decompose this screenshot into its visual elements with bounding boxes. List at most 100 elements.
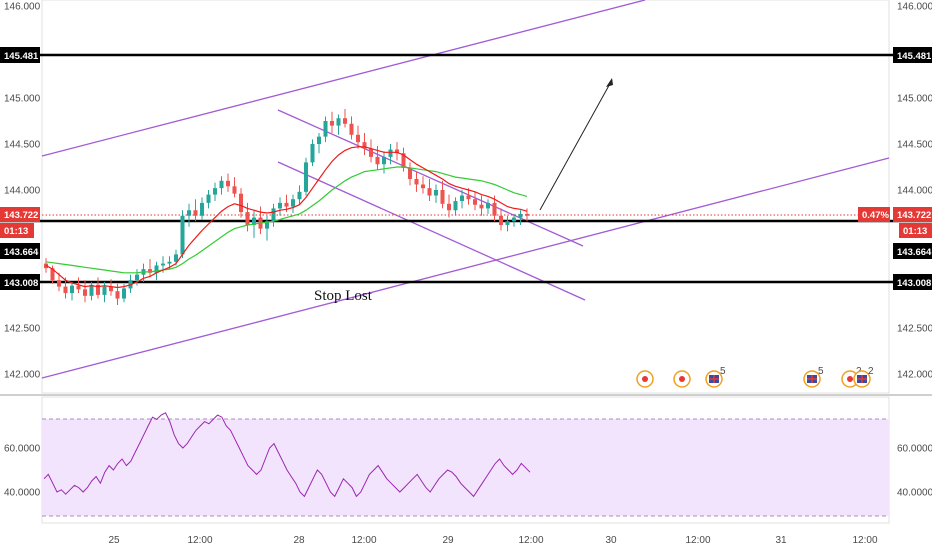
- candle: [485, 199, 491, 214]
- right-tag-last-price: 143.722: [893, 207, 932, 222]
- channel-lower-line[interactable]: [41, 157, 890, 379]
- candle: [388, 144, 393, 165]
- event-icons-row[interactable]: 5522: [636, 366, 874, 388]
- ema-green-line: [45, 166, 528, 274]
- candle-body: [121, 288, 127, 299]
- candle-body: [115, 291, 120, 299]
- calendar-event-icon[interactable]: [636, 370, 654, 388]
- candle: [108, 279, 114, 296]
- svg-text:143.722: 143.722: [897, 210, 931, 221]
- right-tag-support-mid: 143.664: [893, 243, 932, 259]
- candle-body: [368, 148, 374, 157]
- candle: [472, 191, 478, 211]
- candle-body: [219, 180, 224, 189]
- candle: [303, 157, 309, 196]
- svg-text:143.008: 143.008: [897, 278, 931, 289]
- candle: [180, 210, 185, 259]
- candle-body: [472, 199, 478, 205]
- candle-body: [56, 280, 62, 287]
- candle-body: [212, 188, 218, 195]
- candle-body: [186, 210, 192, 216]
- time-tick-label: 25: [108, 535, 120, 546]
- candle-body: [76, 285, 81, 290]
- candle: [433, 184, 439, 203]
- candle-body: [206, 194, 211, 203]
- stop-lost-annotation[interactable]: Stop Lost: [314, 288, 373, 304]
- candle: [440, 180, 445, 209]
- candle-body: [271, 208, 276, 222]
- candle-body: [349, 123, 354, 135]
- candle-body: [446, 203, 452, 211]
- candle: [420, 176, 426, 194]
- candle: [368, 139, 374, 163]
- candle-body: [89, 284, 94, 296]
- candle: [310, 139, 315, 167]
- candle: [63, 277, 68, 299]
- candle-body: [199, 202, 205, 216]
- candle: [349, 116, 354, 140]
- channel-upper-line[interactable]: [41, 0, 646, 157]
- candle: [316, 132, 322, 154]
- descending-flag[interactable]: [277, 109, 586, 301]
- candle: [511, 213, 517, 227]
- projection-arrow[interactable]: [539, 78, 613, 211]
- candle: [414, 171, 419, 192]
- candle-body: [245, 212, 250, 225]
- calendar-flag-icon[interactable]: 5: [705, 366, 726, 388]
- ascending-channel[interactable]: [41, 0, 890, 379]
- candle-body: [401, 153, 406, 168]
- arrowhead-icon: [606, 78, 613, 87]
- flag-upper-line[interactable]: [277, 109, 584, 247]
- candle-body: [264, 221, 270, 229]
- calendar-flag-icon[interactable]: 5: [803, 366, 824, 388]
- candle: [479, 195, 484, 216]
- candle: [238, 188, 244, 218]
- candle-body: [180, 215, 185, 255]
- event-count-label: 2: [868, 366, 874, 377]
- price-tick-label: 145.000: [897, 94, 932, 105]
- main-pane[interactable]: [41, 0, 890, 394]
- calendar-flag-icon[interactable]: 2: [853, 366, 874, 388]
- candlestick-series: [43, 109, 530, 305]
- candle: [336, 114, 341, 135]
- candle-body: [375, 156, 380, 165]
- price-tick-label: 144.000: [4, 186, 41, 197]
- candle-body: [316, 136, 322, 144]
- candle: [264, 215, 270, 241]
- percent-change-tag: 0.47%: [858, 207, 890, 222]
- time-axis[interactable]: 25 12:00 28 12:00 29 12:00 30 12:00 31 12:00: [108, 535, 878, 546]
- event-dot: [847, 376, 853, 382]
- candle-body: [492, 202, 497, 216]
- candle-body: [95, 284, 101, 295]
- time-tick-label: 31: [775, 535, 787, 546]
- candle: [466, 188, 471, 205]
- candle: [82, 280, 88, 303]
- candle: [89, 282, 94, 301]
- time-tick-label: 30: [605, 535, 617, 546]
- candle-body: [505, 221, 510, 225]
- left-tag-upper-resistance: 145.481: [0, 47, 40, 63]
- candle: [193, 199, 198, 222]
- candle: [446, 194, 452, 218]
- event-count-label: 5: [818, 366, 824, 377]
- candle-body: [63, 286, 68, 294]
- candle: [498, 208, 504, 231]
- candle: [329, 111, 335, 133]
- candle-body: [420, 184, 426, 189]
- candle-body: [485, 202, 491, 209]
- event-dot: [642, 376, 648, 382]
- flag-lower-line[interactable]: [277, 161, 586, 301]
- price-tick-label: 142.500: [4, 324, 41, 335]
- calendar-event-icon[interactable]: [673, 370, 691, 388]
- candle: [524, 208, 530, 222]
- rsi-line: [43, 412, 531, 498]
- candle-body: [310, 144, 315, 163]
- ema-red-line: [45, 146, 528, 289]
- candle: [505, 215, 510, 232]
- candle-body: [407, 167, 413, 179]
- candle-body: [167, 261, 172, 264]
- candle-body: [238, 193, 244, 213]
- svg-text:143.722: 143.722: [4, 210, 38, 221]
- rsi-tick-label: 60.0000: [4, 444, 41, 455]
